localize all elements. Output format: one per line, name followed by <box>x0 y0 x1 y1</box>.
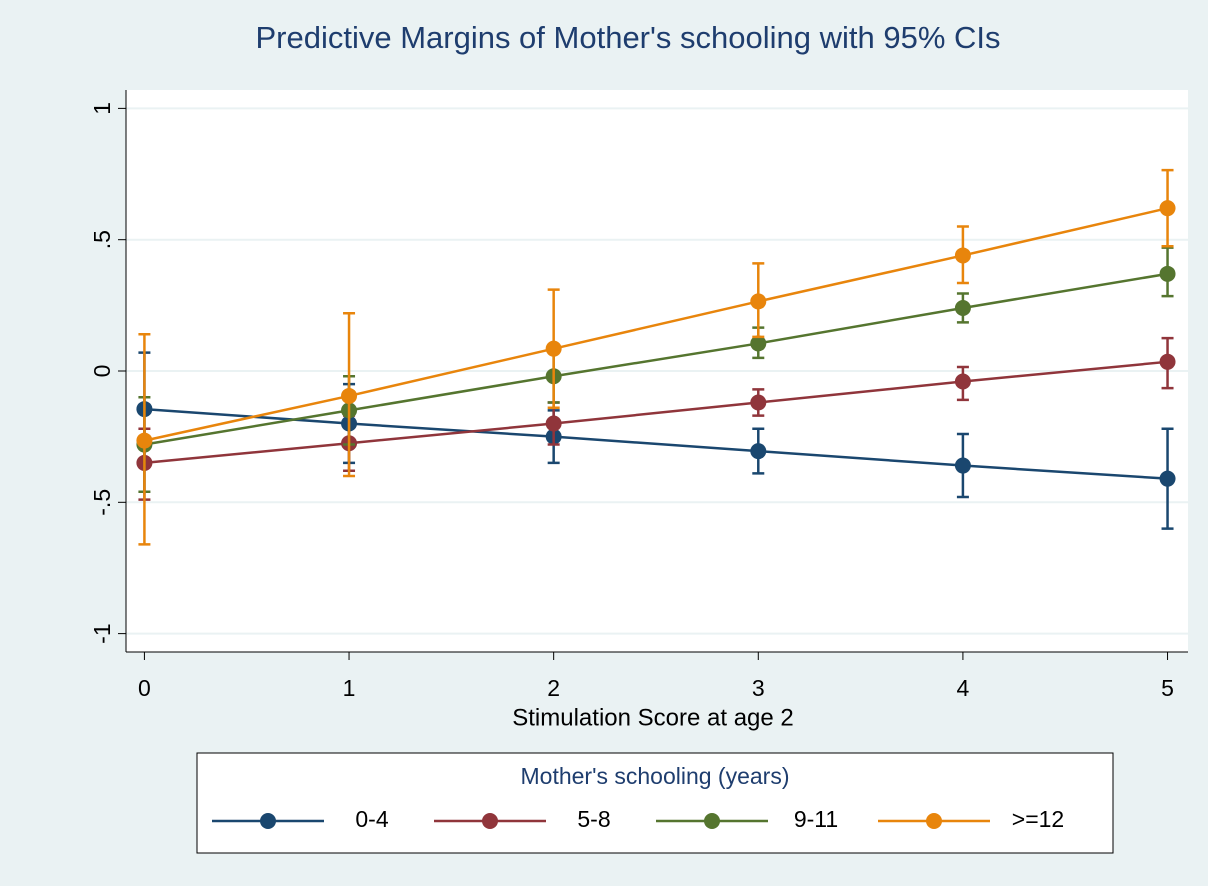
point <box>954 299 971 316</box>
legend-marker <box>482 813 498 829</box>
legend <box>196 752 1114 854</box>
point <box>136 432 153 449</box>
legend-label: >=12 <box>1012 806 1064 832</box>
chart-title: Predictive Margins of Mother's schooling… <box>255 20 1000 55</box>
legend-title: Mother's schooling (years) <box>521 763 790 789</box>
y-tick-label: .5 <box>89 230 115 249</box>
x-axis-label: Stimulation Score at age 2 <box>512 704 794 731</box>
point <box>750 394 767 411</box>
x-tick-label: 0 <box>138 675 151 701</box>
point <box>1159 265 1176 282</box>
legend-label: 9-11 <box>794 806 838 832</box>
legend-marker <box>260 813 276 829</box>
point <box>341 387 358 404</box>
series-line <box>144 206 1168 442</box>
x-tick-label: 5 <box>1161 675 1174 701</box>
point <box>545 415 562 432</box>
point <box>1159 470 1176 487</box>
legend-marker <box>926 813 942 829</box>
point <box>545 340 562 357</box>
point <box>954 247 971 264</box>
series-line <box>144 360 1168 465</box>
legend-marker <box>704 813 720 829</box>
legend-label: 0-4 <box>355 806 388 832</box>
y-tick-label: 0 <box>89 365 115 378</box>
x-tick-label: 3 <box>752 675 765 701</box>
point <box>750 293 767 310</box>
point <box>750 443 767 460</box>
point <box>1159 200 1176 217</box>
x-tick-label: 1 <box>343 675 356 701</box>
series-line <box>144 272 1168 446</box>
point <box>750 335 767 352</box>
series-line <box>144 407 1168 480</box>
y-tick-label: -1 <box>89 623 115 643</box>
y-tick-label: -.5 <box>89 489 115 516</box>
x-tick-label: 4 <box>957 675 970 701</box>
x-tick-label: 2 <box>547 675 560 701</box>
legend-label: 5-8 <box>577 806 610 832</box>
y-tick-label: 1 <box>89 102 115 115</box>
point <box>1159 353 1176 370</box>
point <box>954 457 971 474</box>
point <box>954 373 971 390</box>
